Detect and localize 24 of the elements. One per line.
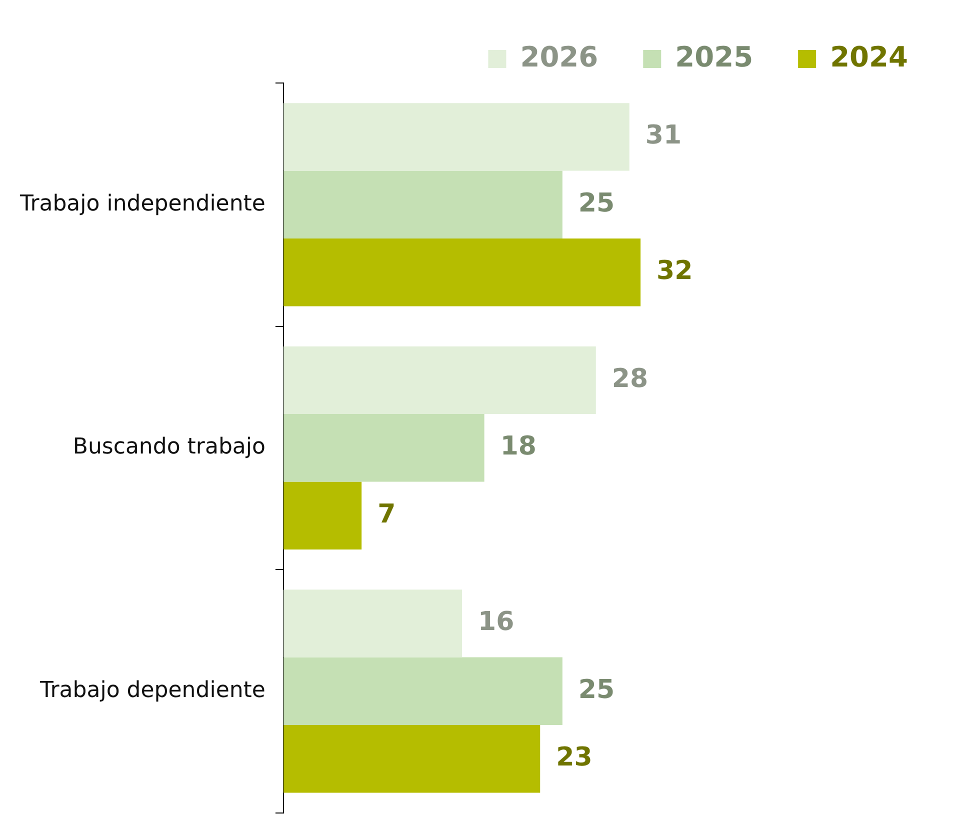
bar [283, 103, 630, 171]
data-label: 25 [578, 188, 615, 218]
bar [283, 725, 540, 793]
data-label: 32 [656, 256, 693, 286]
data-label: 25 [578, 674, 615, 705]
data-label: 7 [378, 499, 396, 530]
bar [283, 346, 596, 414]
bar [283, 238, 641, 306]
y-tick-label: Buscando trabajo [72, 434, 266, 460]
bar [283, 590, 462, 658]
data-label: 23 [556, 742, 592, 773]
bar [283, 482, 362, 550]
data-label: 28 [612, 364, 648, 394]
legend-label: 2026 [520, 40, 598, 74]
bar [283, 414, 484, 482]
legend-label: 2024 [830, 40, 908, 74]
bar [283, 170, 562, 238]
data-label: 31 [645, 120, 682, 151]
bar [283, 657, 562, 726]
y-tick-label: Trabajo independiente [18, 191, 266, 216]
legend-label: 2025 [675, 40, 754, 74]
data-label: 16 [478, 607, 514, 638]
y-tick-label: Trabajo dependiente [39, 678, 266, 703]
data-label: 18 [500, 432, 537, 462]
